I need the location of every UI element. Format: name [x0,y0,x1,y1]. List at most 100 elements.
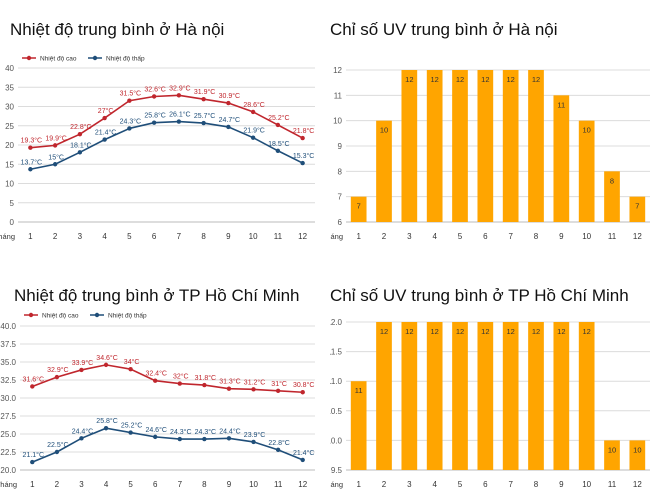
bar-value-label: 12 [405,75,413,84]
data-point [275,447,281,453]
data-label: 25.8°C [96,417,117,425]
bar-value-label: 12 [481,327,489,336]
data-label: 31.8°C [195,374,216,382]
data-point [28,145,33,150]
data-point [300,135,305,141]
data-label: 18.1°C [70,141,91,149]
x-tick-label: 11 [608,232,617,241]
x-tick-label: 11 [274,480,283,489]
x-tick-label: 5 [458,232,463,241]
chart-title: Chỉ số UV trung bình ở Hà nội [330,20,558,39]
bar-value-label: 12 [380,327,388,336]
y-tick-label: 35 [5,83,14,92]
data-label: 32.6°C [144,85,165,93]
data-point [300,160,305,166]
x-tick-label: 7 [508,232,513,241]
data-label: 24.3°C [170,428,191,436]
data-label: 31.6°C [23,375,44,383]
x-tick-label: 2 [382,480,387,489]
x-tick-label: 12 [633,480,642,489]
data-point [202,436,207,442]
legend-label: Nhiệt độ thấp [108,311,147,320]
data-point [128,367,133,372]
data-point [77,150,83,155]
bar-value-label: 12 [456,327,464,336]
data-point [52,162,58,167]
y-tick-label: 25 [5,122,14,131]
x-axis-prefix: Tháng [0,232,15,241]
data-label: 21.4°C [293,449,314,457]
bar-value-label: 12 [557,327,565,336]
x-tick-label: 8 [201,232,206,241]
data-label: 32.4°C [145,370,166,378]
bar-value-label: 11 [355,386,363,395]
bar-value-label: 12 [532,327,540,336]
bar [350,196,367,222]
data-label: 26.1°C [169,111,190,119]
data-label: 31.3°C [219,378,240,386]
legend-marker [94,312,100,318]
x-tick-label: 12 [298,232,307,241]
y-tick-label: 30 [5,103,14,112]
y-tick-label: 10 [5,180,14,189]
hcmc-temperature-panel: Nhiệt độ trung bình ở TP Hồ Chí Minh 20.… [0,248,330,495]
x-tick-label: 5 [127,232,132,241]
legend-marker [26,55,32,61]
bar [452,70,468,222]
x-tick-label: 3 [78,232,83,241]
y-tick-label: 12.0 [330,318,343,327]
data-point [300,457,305,463]
data-label: 13.7°C [21,158,42,166]
bar-value-label: 7 [357,202,361,211]
series-line [31,427,304,463]
hanoi-uv-chart: 6789101112Tháng1234567891011127101212121… [330,66,650,241]
bar-value-label: 10 [608,445,616,454]
data-point [128,430,133,435]
data-label: 23.9°C [244,431,265,439]
y-tick-label: 40.0 [0,322,16,331]
data-point [102,137,107,142]
data-label: 22.5°C [47,441,68,449]
data-point [127,126,132,131]
data-label: 34.6°C [96,354,117,362]
bar [629,440,646,470]
bar-value-label: 11 [557,100,565,109]
y-tick-label: 11.0 [330,377,343,386]
x-tick-label: 1 [356,480,361,489]
data-point [202,382,207,388]
data-label: 27°C [98,107,114,115]
data-label: 18.5°C [268,140,289,148]
y-tick-label: 9 [338,142,343,151]
data-point [226,436,232,441]
data-point [28,167,33,172]
legend-label: Nhiệt độ cao [40,56,77,63]
x-tick-label: 10 [582,480,591,489]
bar-value-label: 12 [405,327,413,336]
legend-label: Nhiệt độ thấp [106,54,145,63]
bar [452,322,468,470]
bar [528,322,544,470]
bar [401,322,418,470]
x-tick-label: 11 [274,232,283,241]
bar [502,70,519,222]
data-label: 31.2°C [244,378,265,386]
data-label: 15°C [48,153,64,161]
x-tick-label: 2 [382,232,387,241]
bar [604,440,620,470]
x-tick-label: 9 [227,480,232,489]
x-tick-label: 11 [608,480,617,489]
data-point [151,120,157,125]
data-point [275,388,281,393]
y-tick-label: 27.5 [0,412,16,421]
x-tick-label: 6 [483,232,488,241]
x-tick-label: 4 [432,480,437,489]
data-label: 28.6°C [243,101,264,109]
hcmc-temperature-chart: 20.0 22.5 25.0 27.5 30.0 32.5 35.0 37.5 40.0 Thán… [0,311,315,489]
bar [426,70,443,222]
bar [477,70,494,222]
bar-value-label: 12 [481,75,489,84]
data-point [79,436,84,441]
bar-value-label: 10 [633,445,641,454]
bar-value-label: 8 [610,176,614,185]
data-label: 24.3°C [195,428,216,436]
